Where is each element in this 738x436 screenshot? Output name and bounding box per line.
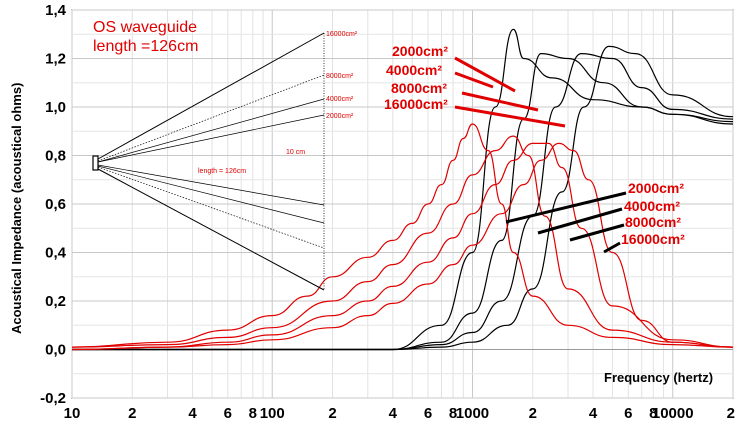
x-tick-label: 6 bbox=[624, 405, 632, 422]
x-tick-label: 2 bbox=[328, 405, 336, 422]
x-tick-label: 2 bbox=[727, 405, 735, 422]
x-tick-label: 1000 bbox=[456, 405, 489, 422]
legend-real-pointer bbox=[454, 71, 494, 89]
y-tick-label: 0,0 bbox=[45, 342, 66, 359]
x-tick-label: 8 bbox=[249, 405, 257, 422]
inset-area-label: 16000cm² bbox=[326, 31, 358, 38]
legend-real-label: 4000cm² bbox=[386, 62, 442, 78]
inset-area-label: 8000cm² bbox=[326, 73, 354, 80]
x-tick-label: 4 bbox=[188, 405, 197, 422]
legend-real-pointer bbox=[454, 56, 516, 93]
inset-area-label: 4000cm² bbox=[326, 96, 354, 103]
waveguide-lines bbox=[92, 32, 325, 291]
x-axis-title: Frequency (hertz) bbox=[604, 370, 713, 385]
series-lines bbox=[71, 28, 734, 351]
chart-title: OS waveguide bbox=[93, 19, 197, 36]
legend-real-label: 8000cm² bbox=[391, 80, 447, 96]
y-tick-label: 0,4 bbox=[45, 245, 67, 262]
legend-imag-label: 16000cm² bbox=[621, 231, 685, 247]
inset-length-label: length = 126cm bbox=[198, 168, 246, 175]
legend-imaginary: 2000cm² 4000cm² 8000cm² 16000cm² bbox=[505, 180, 685, 254]
x-tick-label: 10 bbox=[64, 405, 81, 422]
x-tick-label: 4 bbox=[389, 405, 398, 422]
x-tick-label: 4 bbox=[589, 405, 598, 422]
x-tick-label: 6 bbox=[424, 405, 432, 422]
legend-imag-label: 4000cm² bbox=[624, 198, 680, 214]
legend-real-label: 2000cm² bbox=[392, 43, 448, 59]
x-tick-label: 10000 bbox=[652, 405, 694, 422]
inset-area-label: 2000cm² bbox=[326, 113, 354, 120]
y-tick-label: 0,8 bbox=[45, 148, 66, 165]
series-line-imaginary bbox=[71, 142, 734, 351]
series-line-real bbox=[72, 45, 734, 351]
x-tick-label: 8 bbox=[649, 405, 657, 422]
legend-real-pointer bbox=[454, 105, 566, 128]
x-tick-label: 2 bbox=[529, 405, 537, 422]
y-tick-labels: -0,2 0,0 0,2 0,4 0,6 0,8 1,0 1,2 1,4 bbox=[40, 2, 67, 407]
y-tick-label: -0,2 bbox=[40, 390, 66, 407]
grid-lines bbox=[71, 9, 734, 399]
y-tick-label: 1,4 bbox=[45, 2, 67, 19]
y-tick-label: 0,2 bbox=[45, 293, 66, 310]
x-tick-label: 100 bbox=[260, 405, 285, 422]
series-line-imaginary bbox=[71, 135, 734, 348]
inset-mouth-label: 10 cm bbox=[286, 149, 305, 156]
y-axis-title: Acoustical Impedance (acoustical ohms) bbox=[9, 83, 24, 334]
waveguide-diagram: 16000cm² 8000cm² 4000cm² 2000cm² length … bbox=[92, 31, 358, 291]
y-tick-label: 0,6 bbox=[45, 196, 66, 213]
x-tick-label: 2 bbox=[128, 405, 136, 422]
legend-imag-label: 2000cm² bbox=[628, 180, 684, 196]
legend-imag-pointer bbox=[537, 207, 623, 235]
legend-real-pointer bbox=[461, 91, 539, 112]
legend-imag-pointer bbox=[603, 241, 621, 254]
series-line-imaginary bbox=[71, 142, 734, 351]
legend-imag-pointer bbox=[569, 223, 625, 242]
x-tick-label: 8 bbox=[449, 405, 457, 422]
chart-subtitle: length =126cm bbox=[93, 38, 198, 55]
legend-real-label: 16000cm² bbox=[384, 96, 448, 112]
legend-imag-label: 8000cm² bbox=[625, 214, 681, 230]
y-tick-label: 1,2 bbox=[45, 51, 66, 68]
y-tick-label: 1,0 bbox=[45, 99, 66, 116]
legend-imag-pointer bbox=[505, 191, 627, 224]
series-line-imaginary bbox=[71, 123, 734, 348]
x-tick-label: 6 bbox=[224, 405, 232, 422]
legend-real: 2000cm² 4000cm² 8000cm² 16000cm² bbox=[384, 43, 566, 128]
